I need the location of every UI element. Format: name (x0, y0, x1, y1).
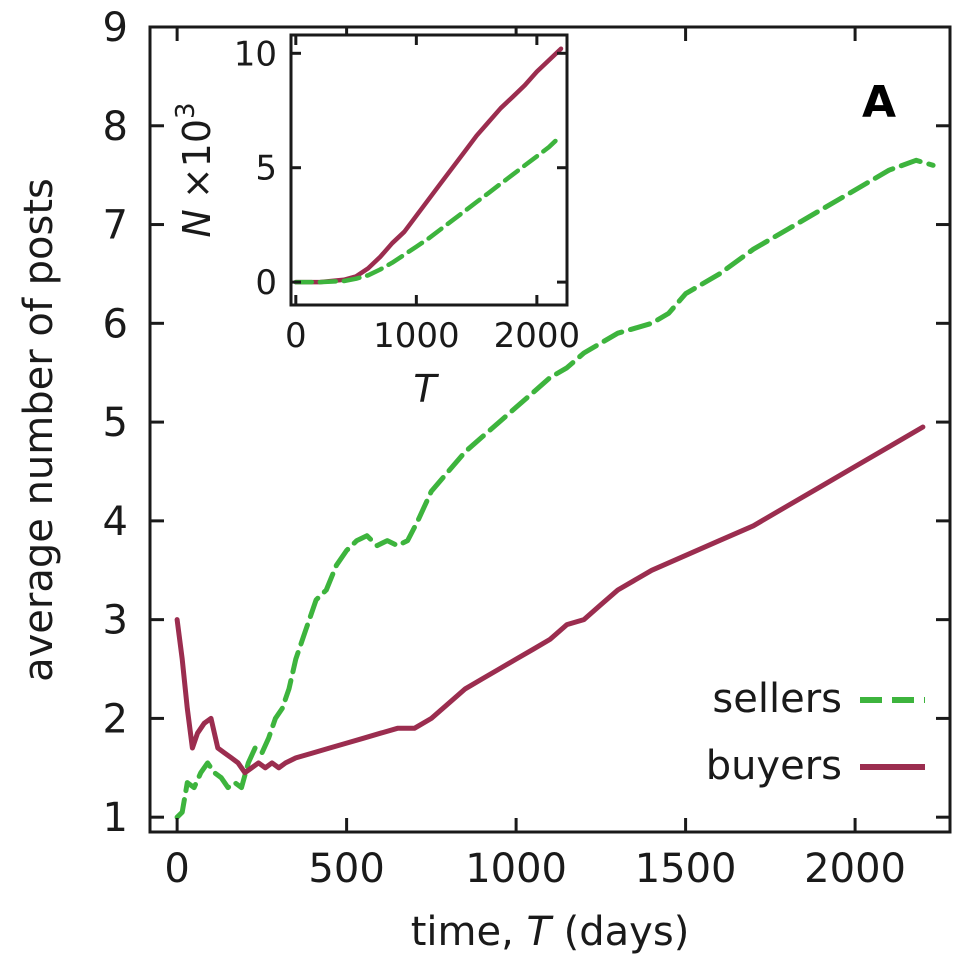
inset-x-axis-title: T (413, 367, 439, 411)
inset-y-tick-label: 10 (234, 34, 277, 74)
inset-y-axis-title: N ×103 (171, 102, 219, 237)
x-tick-label: 1500 (635, 846, 737, 892)
x-tick-label: 1000 (465, 846, 567, 892)
legend-label-sellers: sellers (712, 676, 842, 722)
y-tick-label: 8 (103, 104, 128, 150)
inset-y-factor: ×10 (175, 119, 219, 199)
series-buyers-line (174, 424, 926, 776)
inset-x-tick-label: 1000 (373, 316, 460, 356)
inset-x-tick-label: 0 (285, 316, 307, 356)
y-tick-label: 3 (103, 598, 128, 644)
inset-plot-frame (289, 33, 569, 307)
y-tick-label: 9 (103, 5, 128, 51)
x-tick-label: 2000 (804, 846, 906, 892)
y-tick-label: 1 (103, 795, 128, 841)
x-tick-label: 500 (308, 846, 384, 892)
inset-plot: 0 1000 2000 0 5 10 (234, 33, 581, 356)
y-tick-label: 5 (103, 400, 128, 446)
y-tick-label: 4 (103, 499, 128, 545)
inset-x-tick-label: 2000 (494, 316, 581, 356)
x-axis-title-suffix: (days) (551, 909, 689, 955)
x-axis-title: time, T (days) (411, 909, 690, 955)
series-sellers-line (174, 157, 936, 820)
x-axis-title-prefix: time, (411, 909, 527, 955)
inset-y-var: N (175, 209, 219, 237)
y-axis-title: average number of posts (16, 178, 62, 682)
y-tick-label: 6 (103, 301, 128, 347)
inset-background (291, 35, 567, 305)
inset-series-buyers-line (293, 46, 564, 285)
legend: sellers buyers (706, 676, 925, 789)
inset-series-sellers-line (293, 133, 564, 285)
inset-y-tick-label: 5 (255, 149, 277, 189)
x-tick-label: 0 (164, 846, 189, 892)
legend-label-buyers: buyers (706, 743, 842, 789)
panel-label: A (862, 77, 896, 128)
inset-y-exp: 3 (171, 102, 201, 119)
y-tick-label: 7 (103, 203, 128, 249)
y-tick-label: 2 (103, 696, 128, 742)
x-axis-title-var: T (527, 909, 555, 955)
plot-frame (148, 25, 952, 834)
inset-y-tick-label: 0 (255, 263, 277, 303)
